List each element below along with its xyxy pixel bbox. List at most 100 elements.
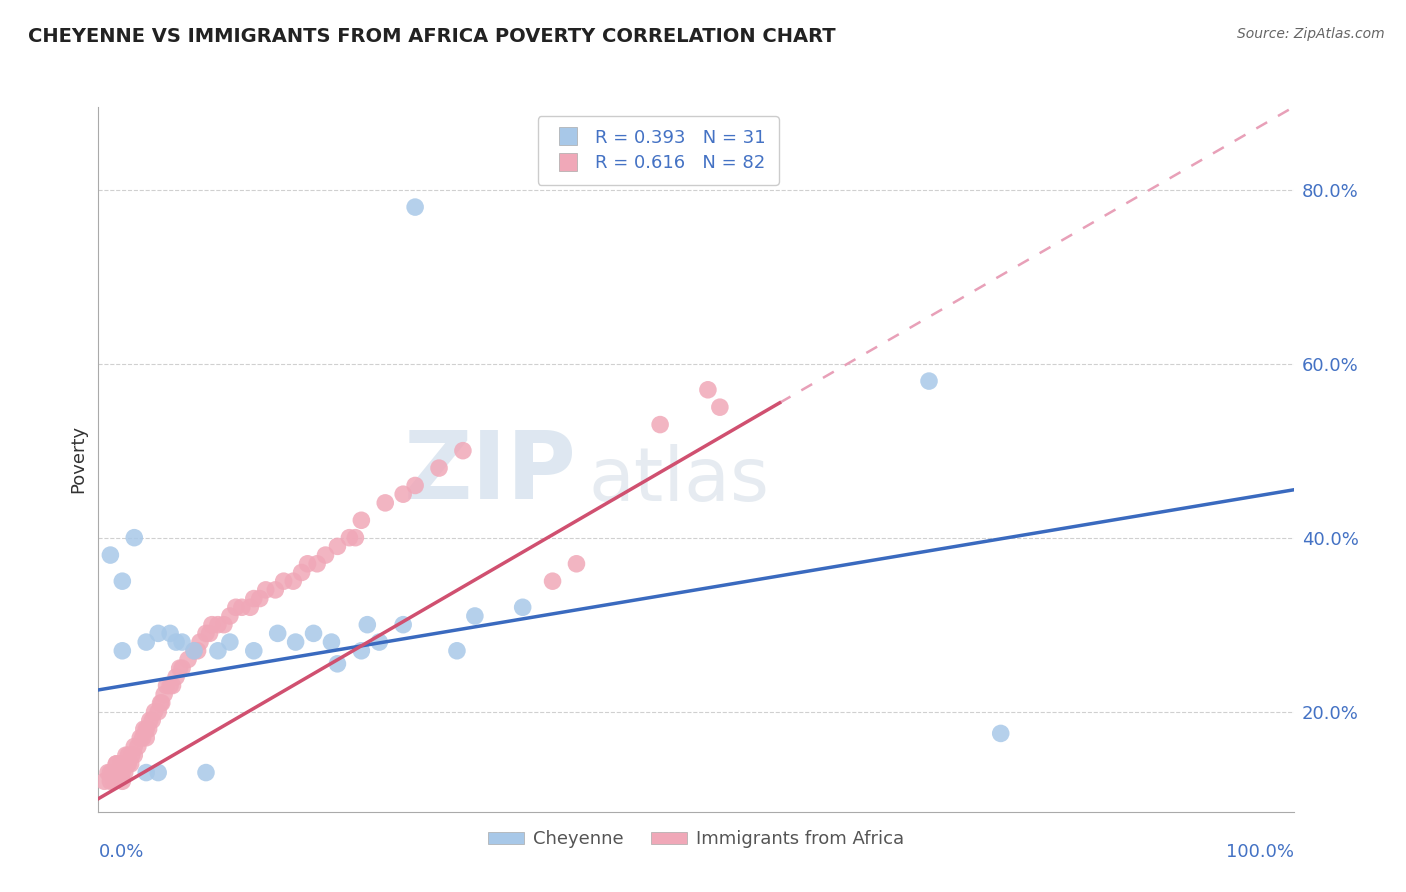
Point: [135, 722, 157, 736]
Point: [183, 644, 205, 658]
Point: [201, 617, 224, 632]
Point: [219, 635, 242, 649]
Point: [283, 574, 305, 589]
Point: [198, 626, 221, 640]
Point: [148, 765, 170, 780]
Point: [231, 600, 253, 615]
Point: [195, 626, 218, 640]
Point: [114, 765, 136, 780]
Text: atlas: atlas: [589, 444, 769, 517]
Point: [990, 726, 1012, 740]
Point: [392, 617, 415, 632]
Point: [139, 714, 162, 728]
Point: [135, 765, 157, 780]
Point: [243, 591, 266, 606]
Point: [344, 531, 367, 545]
Point: [291, 566, 314, 580]
Point: [315, 548, 337, 562]
Point: [541, 574, 564, 589]
Point: [918, 374, 941, 388]
Point: [111, 756, 134, 771]
Text: Source: ZipAtlas.com: Source: ZipAtlas.com: [1237, 27, 1385, 41]
Point: [101, 765, 124, 780]
Point: [148, 626, 170, 640]
Point: [117, 748, 139, 763]
Point: [464, 609, 486, 624]
Point: [172, 661, 194, 675]
Point: [307, 557, 329, 571]
Point: [111, 574, 134, 589]
Point: [350, 644, 373, 658]
Point: [124, 739, 146, 754]
Point: [120, 756, 142, 771]
Point: [565, 557, 588, 571]
Point: [98, 774, 122, 789]
Point: [103, 774, 125, 789]
Text: CHEYENNE VS IMMIGRANTS FROM AFRICA POVERTY CORRELATION CHART: CHEYENNE VS IMMIGRANTS FROM AFRICA POVER…: [28, 27, 835, 45]
Point: [188, 635, 211, 649]
Point: [121, 748, 143, 763]
Text: 100.0%: 100.0%: [1226, 844, 1294, 862]
Point: [404, 478, 426, 492]
Point: [195, 765, 218, 780]
Point: [165, 635, 187, 649]
Point: [243, 644, 266, 658]
Point: [648, 417, 672, 432]
Point: [264, 582, 287, 597]
Point: [207, 617, 229, 632]
Point: [149, 696, 172, 710]
Point: [350, 513, 373, 527]
Point: [326, 657, 349, 671]
Point: [114, 756, 136, 771]
Point: [302, 626, 325, 640]
Point: [131, 731, 153, 745]
Text: ZIP: ZIP: [404, 427, 576, 519]
Point: [697, 383, 720, 397]
Point: [374, 496, 396, 510]
Point: [183, 644, 205, 658]
Y-axis label: Poverty: Poverty: [69, 425, 87, 493]
Point: [124, 748, 146, 763]
Point: [108, 765, 131, 780]
Point: [127, 739, 149, 754]
Point: [107, 765, 129, 780]
Point: [446, 644, 468, 658]
Point: [326, 540, 349, 554]
Point: [159, 626, 181, 640]
Point: [124, 531, 146, 545]
Point: [254, 582, 277, 597]
Point: [135, 635, 157, 649]
Point: [105, 756, 128, 771]
Point: [115, 756, 138, 771]
Point: [709, 400, 731, 414]
Point: [427, 461, 450, 475]
Point: [165, 670, 187, 684]
Point: [162, 679, 184, 693]
Point: [207, 644, 229, 658]
Point: [143, 705, 166, 719]
Point: [249, 591, 271, 606]
Point: [98, 548, 122, 562]
Point: [368, 635, 391, 649]
Point: [177, 652, 200, 666]
Point: [97, 765, 120, 780]
Point: [98, 765, 122, 780]
Point: [135, 731, 157, 745]
Point: [169, 661, 191, 675]
Point: [225, 600, 247, 615]
Point: [150, 696, 173, 710]
Point: [267, 626, 290, 640]
Point: [321, 635, 343, 649]
Point: [105, 756, 128, 771]
Point: [132, 722, 155, 736]
Point: [212, 617, 235, 632]
Point: [111, 765, 134, 780]
Point: [93, 774, 115, 789]
Point: [138, 722, 160, 736]
Point: [219, 609, 242, 624]
Point: [404, 200, 426, 214]
Point: [141, 714, 163, 728]
Legend: Cheyenne, Immigrants from Africa: Cheyenne, Immigrants from Africa: [481, 823, 911, 855]
Point: [451, 443, 474, 458]
Point: [339, 531, 361, 545]
